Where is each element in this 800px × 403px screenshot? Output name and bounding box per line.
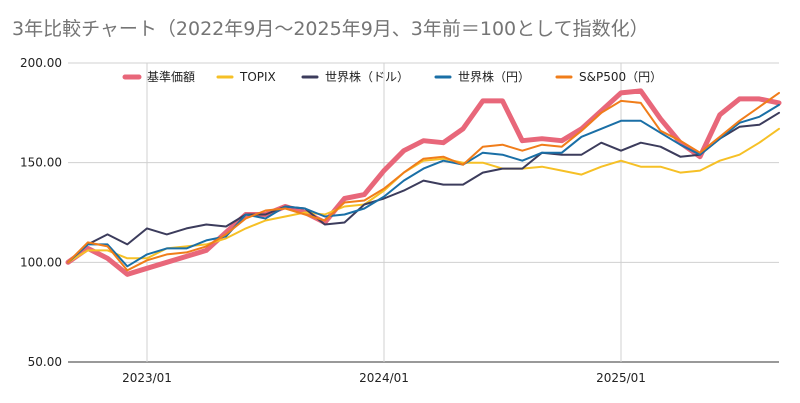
y-tick-label: 150.00 bbox=[20, 156, 62, 170]
legend-label: 世界株（円） bbox=[458, 69, 530, 84]
series-line-1 bbox=[67, 127, 780, 264]
y-tick-label: 200.00 bbox=[20, 56, 62, 70]
chart-title: 3年比較チャート（2022年9月～2025年9月、3年前＝100として指数化） bbox=[12, 18, 649, 40]
y-tick-label: 100.00 bbox=[20, 255, 62, 269]
series-line-3 bbox=[67, 103, 780, 268]
legend-label: S&P500（円） bbox=[579, 70, 662, 84]
y-tick-label: 50.00 bbox=[28, 355, 62, 369]
legend-label: TOPIX bbox=[239, 70, 276, 84]
series-line-0 bbox=[65, 88, 782, 277]
x-tick-label: 2024/01 bbox=[359, 371, 409, 385]
legend-label: 世界株（ドル） bbox=[325, 69, 409, 84]
y-axis: 50.00 100.00 150.00 200.00 bbox=[20, 56, 62, 369]
series-line-2 bbox=[67, 111, 780, 264]
series-lines bbox=[65, 88, 782, 277]
gridlines bbox=[68, 62, 779, 363]
x-tick-label: 2023/01 bbox=[122, 371, 172, 385]
legend-label: 基準価額 bbox=[147, 69, 195, 84]
series-line-4 bbox=[67, 91, 780, 272]
x-tick-label: 2025/01 bbox=[596, 371, 646, 385]
legend: 基準価額 TOPIX 世界株（ドル） 世界株（円） S&P500（円） bbox=[122, 69, 662, 84]
x-axis: 2023/01 2024/01 2025/01 bbox=[122, 371, 646, 385]
